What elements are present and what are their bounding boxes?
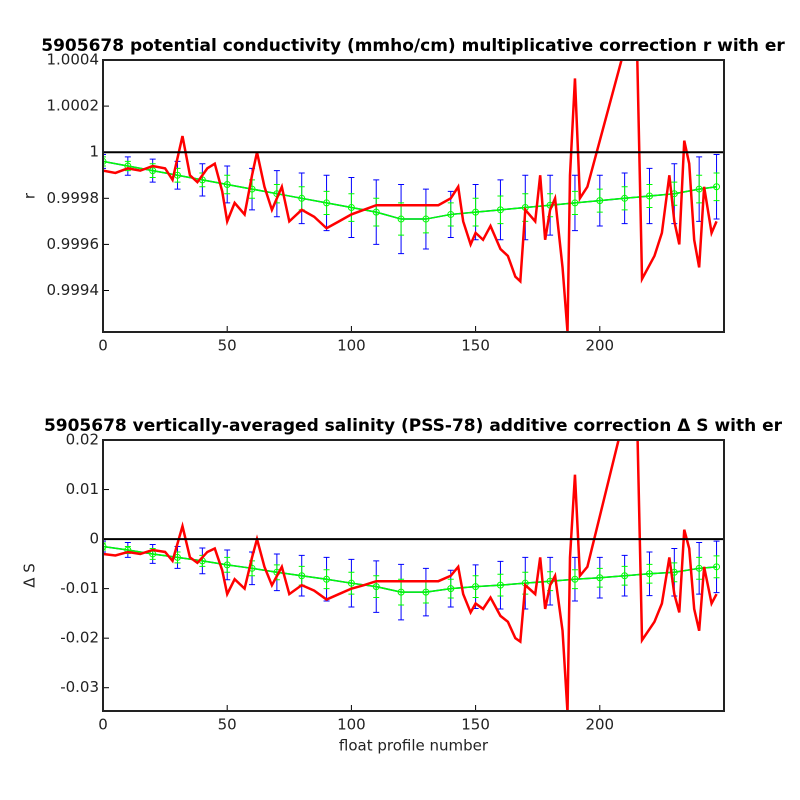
point — [372, 208, 380, 216]
x-tick-label: 200 — [585, 337, 614, 355]
point — [347, 579, 355, 587]
y-tick-label: 1.0004 — [47, 51, 100, 69]
point — [447, 585, 455, 593]
point — [103, 543, 107, 551]
y-tick-label: 0.9996 — [47, 235, 100, 253]
point — [422, 588, 430, 596]
point — [323, 575, 331, 583]
y-tick-label: -0.03 — [60, 678, 99, 696]
point — [621, 572, 629, 580]
chart-title: 5905678 potential conductivity (mmho/cm)… — [41, 36, 785, 56]
x-tick-label: 150 — [461, 716, 490, 734]
x-axis-label: float profile number — [339, 737, 489, 755]
point — [472, 208, 480, 216]
point — [298, 194, 306, 202]
x-tick-label: 0 — [98, 337, 108, 355]
point — [223, 561, 231, 569]
error-bar — [103, 540, 106, 553]
point — [695, 185, 703, 193]
point — [571, 575, 579, 583]
point — [596, 574, 604, 582]
point — [323, 199, 331, 207]
axes-frame — [102, 439, 725, 712]
chart-title: 5905678 vertically-averaged salinity (PS… — [44, 416, 783, 436]
point — [713, 183, 721, 191]
point — [472, 583, 480, 591]
error-bar — [103, 154, 106, 169]
y-axis-label: Δ S — [21, 563, 39, 588]
point — [645, 192, 653, 200]
point — [496, 206, 504, 214]
y-tick-label: 0.9994 — [47, 281, 100, 299]
point — [496, 581, 504, 589]
point — [596, 197, 604, 205]
point — [621, 194, 629, 202]
error-bar — [103, 542, 106, 551]
point — [571, 199, 579, 207]
point — [447, 210, 455, 218]
y-tick-label: 1.0002 — [47, 97, 100, 115]
point — [713, 563, 721, 571]
point — [298, 572, 306, 580]
point — [422, 215, 430, 223]
series-line — [103, 160, 717, 220]
point — [397, 588, 405, 596]
y-tick-label: -0.01 — [60, 579, 99, 597]
y-tick-label: 1 — [89, 143, 99, 161]
point — [149, 167, 157, 175]
y-tick-label: 0.02 — [66, 431, 99, 449]
series-line — [103, 545, 717, 593]
x-tick-label: 150 — [461, 337, 490, 355]
series-line — [103, 60, 718, 332]
point — [347, 204, 355, 212]
y-tick-label: -0.02 — [60, 629, 99, 647]
x-tick-label: 200 — [585, 716, 614, 734]
x-tick-label: 50 — [218, 716, 237, 734]
y-axis-label: r — [21, 192, 39, 199]
error-bar — [103, 156, 106, 167]
x-tick-label: 0 — [98, 716, 108, 734]
point — [103, 157, 107, 165]
x-tick-label: 50 — [218, 337, 237, 355]
x-tick-label: 100 — [337, 716, 366, 734]
axes-frame — [102, 59, 725, 333]
point — [372, 583, 380, 591]
point — [695, 564, 703, 572]
error-bar — [713, 172, 720, 202]
point — [397, 215, 405, 223]
point — [223, 180, 231, 188]
y-tick-label: 0 — [89, 530, 99, 548]
series-line — [103, 440, 718, 711]
y-tick-label: 0.9998 — [47, 189, 100, 207]
x-tick-label: 100 — [337, 337, 366, 355]
point — [645, 570, 653, 578]
y-tick-label: 0.01 — [66, 480, 99, 498]
